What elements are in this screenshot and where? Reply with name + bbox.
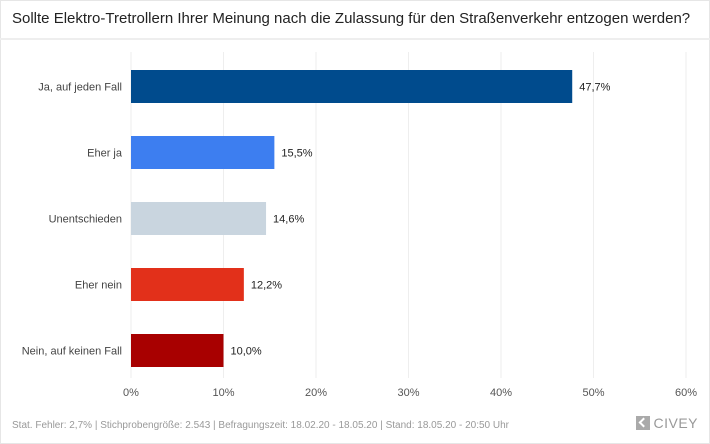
x-tick-label: 40% xyxy=(490,387,512,399)
x-tick-label: 10% xyxy=(212,387,234,399)
x-tick-label: 30% xyxy=(397,387,419,399)
x-tick-label: 0% xyxy=(123,387,139,399)
category-label: Eher nein xyxy=(75,280,122,292)
category-label: Nein, auf keinen Fall xyxy=(22,346,122,358)
bar xyxy=(131,334,224,367)
data-label: 12,2% xyxy=(251,280,282,292)
bar xyxy=(131,136,275,169)
data-label: 15,5% xyxy=(281,148,312,160)
chart-title: Sollte Elektro-Tretrollern Ihrer Meinung… xyxy=(12,10,691,27)
data-label: 47,7% xyxy=(579,82,610,94)
x-tick-label: 50% xyxy=(582,387,604,399)
bar xyxy=(131,70,573,103)
bar xyxy=(131,202,267,235)
civey-logo-icon xyxy=(636,416,651,430)
data-label: 10,0% xyxy=(231,346,262,358)
x-tick-label: 60% xyxy=(675,387,697,399)
logo-text: CIVEY xyxy=(653,415,698,431)
data-label: 14,6% xyxy=(273,214,304,226)
bar xyxy=(131,268,244,301)
x-tick-label: 20% xyxy=(305,387,327,399)
civey-logo[interactable]: CIVEY xyxy=(636,415,698,431)
category-label: Eher ja xyxy=(87,148,123,160)
title-divider xyxy=(0,38,710,40)
category-label: Unentschieden xyxy=(49,214,122,226)
category-label: Ja, auf jeden Fall xyxy=(38,82,122,94)
footer-meta: Stat. Fehler: 2,7% | Stichprobengröße: 2… xyxy=(12,420,509,431)
